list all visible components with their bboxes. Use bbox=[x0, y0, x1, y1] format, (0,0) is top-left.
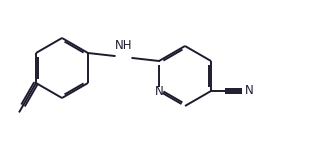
Text: N: N bbox=[155, 85, 163, 98]
Text: N: N bbox=[244, 85, 253, 98]
Text: NH: NH bbox=[115, 38, 132, 52]
